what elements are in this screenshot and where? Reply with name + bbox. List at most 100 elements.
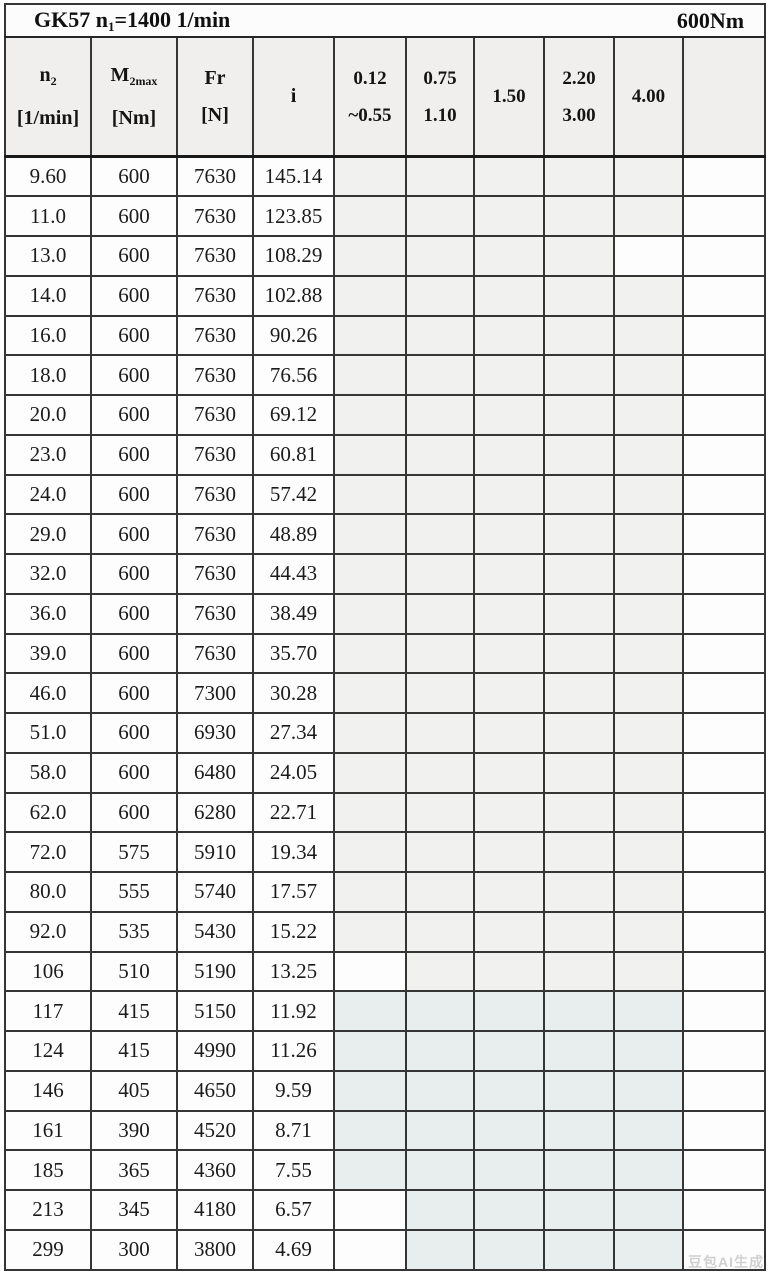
power-availability-cell: [473, 314, 545, 357]
power-availability-cell: [473, 1109, 545, 1152]
power-availability-cell: [405, 751, 475, 794]
power-availability-cell: [333, 712, 407, 754]
cell-fr: 7630: [176, 314, 254, 357]
table-row: 11.0 600 7630 123.85: [4, 195, 767, 237]
power-availability-cell: [613, 394, 684, 436]
table-row: 20.0 600 7630 69.12: [4, 394, 767, 436]
cell-n2: 14.0: [4, 274, 92, 317]
cell-n2: 117: [4, 990, 92, 1032]
col-header-power-150: 1.50: [473, 36, 545, 158]
power-availability-cell: [473, 473, 545, 516]
power-availability-cell: [613, 1189, 684, 1231]
cell-i: 60.81: [252, 433, 335, 476]
m2max-unit: [Nm]: [111, 106, 157, 129]
power-availability-cell: [333, 950, 407, 993]
table-row: 29.0 600 7630 48.89: [4, 513, 767, 555]
power-availability-cell: [473, 433, 545, 476]
power-availability-cell: [473, 1030, 545, 1072]
power-availability-cell: [543, 712, 615, 754]
power-availability-cell: [473, 672, 545, 714]
cell-m2max: 600: [90, 155, 178, 198]
power-availability-cell: [681, 950, 767, 993]
power-availability-cell: [333, 155, 407, 198]
table-row: 213 345 4180 6.57: [4, 1189, 767, 1231]
cell-i: 57.42: [252, 473, 335, 516]
power-availability-cell: [405, 235, 475, 277]
power-availability-cell: [473, 1069, 545, 1112]
power-availability-cell: [681, 473, 767, 516]
power-availability-cell: [333, 195, 407, 237]
power-availability-cell: [681, 751, 767, 794]
cell-i: 48.89: [252, 513, 335, 555]
power-availability-cell: [681, 592, 767, 635]
cell-m2max: 575: [90, 831, 178, 873]
cell-fr: 7630: [176, 632, 254, 675]
power-availability-cell: [543, 910, 615, 953]
power-availability-cell: [473, 831, 545, 873]
power-availability-cell: [543, 1228, 615, 1271]
cell-m2max: 600: [90, 354, 178, 396]
watermark: 豆包AI生成: [688, 1254, 764, 1270]
power-availability-cell: [333, 1030, 407, 1072]
title-model: GK57 n: [34, 6, 108, 32]
power-availability-cell: [333, 314, 407, 357]
power-availability-cell: [405, 1109, 475, 1152]
cell-fr: 5190: [176, 950, 254, 993]
cell-i: 35.70: [252, 632, 335, 675]
cell-fr: 7300: [176, 672, 254, 714]
table-row: 13.0 600 7630 108.29: [4, 235, 767, 277]
cell-n2: 11.0: [4, 195, 92, 237]
power-availability-cell: [473, 751, 545, 794]
cell-m2max: 415: [90, 990, 178, 1032]
power-availability-cell: [333, 831, 407, 873]
cell-n2: 146: [4, 1069, 92, 1112]
power-availability-cell: [543, 672, 615, 714]
cell-i: 11.92: [252, 990, 335, 1032]
torque-rating: 600Nm: [676, 7, 745, 33]
power-availability-cell: [333, 354, 407, 396]
power-availability-cell: [613, 990, 684, 1032]
cell-fr: 7630: [176, 274, 254, 317]
power-availability-cell: [543, 235, 615, 277]
power-availability-cell: [681, 354, 767, 396]
cell-m2max: 600: [90, 712, 178, 754]
power-availability-cell: [613, 712, 684, 754]
title-row: GK57 n1=1400 1/min 600Nm: [3, 3, 767, 38]
power-availability-cell: [543, 553, 615, 595]
power-availability-cell: [613, 672, 684, 714]
cell-m2max: 600: [90, 632, 178, 675]
power-availability-cell: [543, 632, 615, 675]
power-availability-cell: [333, 672, 407, 714]
power-availability-cell: [333, 394, 407, 436]
col-header-power-400: 4.00: [613, 36, 684, 158]
power-availability-cell: [333, 910, 407, 953]
power-availability-cell: [333, 1228, 407, 1271]
table-row: 9.60 600 7630 145.14: [4, 155, 767, 198]
power-availability-cell: [681, 274, 767, 317]
power-availability-cell: [613, 274, 684, 317]
cell-m2max: 600: [90, 394, 178, 436]
power-availability-cell: [543, 1109, 615, 1152]
cell-i: 30.28: [252, 672, 335, 714]
table-row: 299 300 3800 4.69: [4, 1228, 767, 1271]
power-availability-cell: [543, 1030, 615, 1072]
cell-fr: 7630: [176, 473, 254, 516]
col-header-n2: n2 [1/min]: [4, 36, 92, 158]
cell-fr: 7630: [176, 155, 254, 198]
power-availability-cell: [681, 1189, 767, 1231]
cell-fr: 7630: [176, 513, 254, 555]
power-availability-cell: [405, 990, 475, 1032]
power-availability-cell: [681, 433, 767, 476]
power-availability-cell: [681, 791, 767, 834]
power-availability-cell: [405, 672, 475, 714]
power-availability-cell: [405, 155, 475, 198]
power-availability-cell: [473, 235, 545, 277]
cell-m2max: 555: [90, 871, 178, 913]
cell-m2max: 600: [90, 235, 178, 277]
title-cell: GK57 n1=1400 1/min 600Nm: [3, 3, 767, 38]
cell-i: 90.26: [252, 314, 335, 357]
power-line1: 4.00: [631, 86, 666, 107]
table-row: 36.0 600 7630 38.49: [4, 592, 767, 635]
table-row: 39.0 600 7630 35.70: [4, 632, 767, 675]
cell-m2max: 600: [90, 433, 178, 476]
